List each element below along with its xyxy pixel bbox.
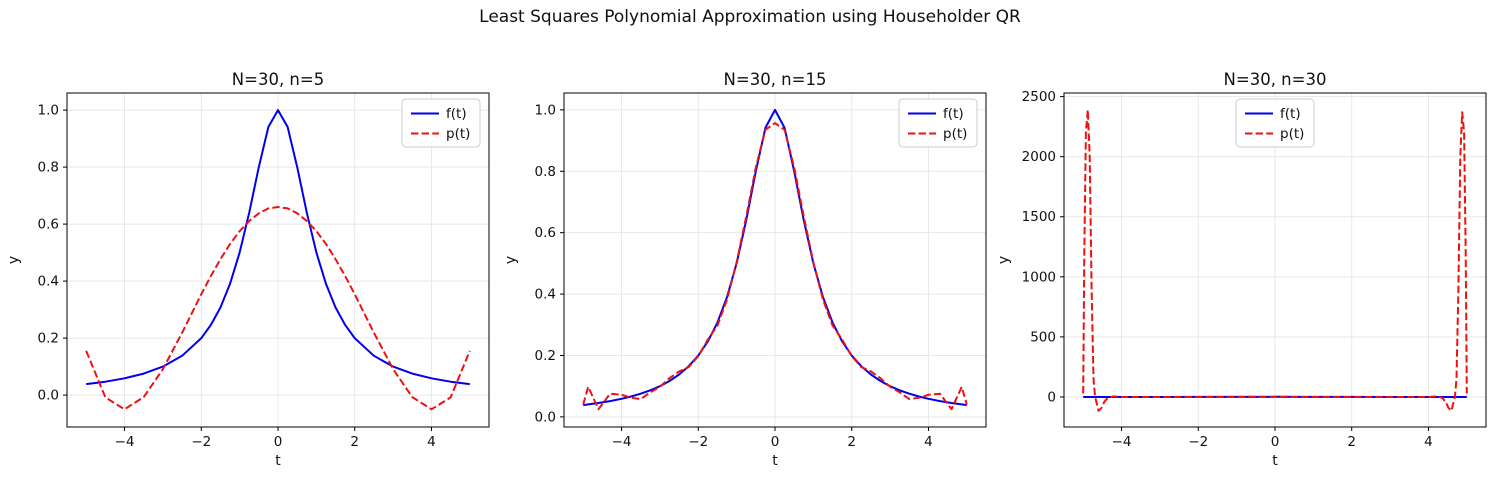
x-axis-label: t (772, 453, 778, 469)
x-tick-label: −2 (191, 434, 211, 450)
legend-label: p(t) (1280, 126, 1304, 142)
x-axis-label: t (1272, 453, 1278, 469)
x-tick-label: 2 (847, 434, 856, 450)
subplot-title: N=30, n=15 (724, 70, 827, 89)
legend-label: f(t) (446, 106, 467, 122)
x-tick-label: −4 (115, 434, 135, 450)
gridlines (1064, 93, 1486, 427)
legend-label: p(t) (446, 126, 470, 142)
p-line (85, 206, 471, 411)
x-tick-label: −2 (688, 434, 708, 450)
y-tick-label: 0.0 (535, 409, 556, 425)
x-tick-label: 4 (924, 434, 933, 450)
legend: f(t) p(t) (1235, 98, 1315, 148)
y-axis-label: y (996, 256, 1012, 264)
gridlines (564, 93, 986, 427)
y-tick-label: 0.6 (38, 217, 59, 233)
figure-suptitle: Least Squares Polynomial Approximation u… (479, 7, 1021, 27)
subplot-2: −4 −2 0 2 4 0.0 0.2 0.4 0.6 0.8 1.0 N=30, n=15 t y f(t… (503, 70, 987, 469)
f-line (583, 108, 967, 407)
x-tick-label: −4 (1112, 434, 1132, 450)
x-axis: −4 −2 0 2 4 (1112, 427, 1433, 450)
legend: f(t) p(t) (401, 98, 481, 148)
x-tick-label: −4 (612, 434, 632, 450)
legend-label: f(t) (1280, 106, 1301, 122)
legend: f(t) p(t) (898, 98, 978, 148)
y-tick-label: 0.4 (38, 274, 59, 290)
legend-label: p(t) (943, 126, 967, 142)
y-tick-label: 500 (1030, 329, 1056, 345)
y-tick-label: 0.8 (38, 160, 59, 176)
y-axis-label: y (6, 256, 22, 264)
x-axis-label: t (275, 453, 281, 469)
y-tick-label: 2000 (1022, 149, 1056, 165)
y-axis: 0.0 0.2 0.4 0.6 0.8 1.0 (535, 102, 564, 425)
y-axis: 0 500 1000 1500 2000 2500 (1022, 89, 1064, 405)
y-tick-label: 0.6 (535, 225, 556, 241)
x-tick-label: 0 (1271, 434, 1280, 450)
x-axis: −4 −2 0 2 4 (612, 427, 933, 450)
legend-label: f(t) (943, 106, 964, 122)
y-tick-label: 0.2 (38, 331, 59, 347)
y-tick-label: 0.2 (535, 348, 556, 364)
p-line (582, 122, 968, 411)
x-tick-label: 0 (771, 434, 780, 450)
y-axis-label: y (503, 256, 519, 264)
p-line (1082, 108, 1468, 412)
y-tick-label: 0.8 (535, 164, 556, 180)
f-line (86, 109, 470, 386)
y-tick-label: 0.4 (535, 287, 556, 303)
y-tick-label: 0.0 (38, 388, 59, 404)
subplot-1: −4 −2 0 2 4 0.0 0.2 0.4 0.6 0.8 1.0 N=30, n=5 t y f(t)… (6, 70, 490, 469)
y-tick-label: 1.0 (535, 102, 556, 118)
y-tick-label: 1000 (1022, 269, 1056, 285)
y-tick-label: 1.0 (38, 103, 59, 119)
y-axis: 0.0 0.2 0.4 0.6 0.8 1.0 (38, 103, 67, 404)
x-tick-label: −2 (1188, 434, 1208, 450)
x-tick-label: 4 (1424, 434, 1433, 450)
x-tick-label: 0 (274, 434, 283, 450)
subplot-title: N=30, n=30 (1224, 70, 1327, 89)
subplot-3: −4 −2 0 2 4 0 500 1000 1500 2000 2500 N=30, n=30 t y f… (996, 70, 1487, 469)
y-tick-label: 1500 (1022, 209, 1056, 225)
x-tick-label: 4 (427, 434, 436, 450)
y-tick-label: 2500 (1022, 89, 1056, 105)
x-axis: −4 −2 0 2 4 (115, 427, 436, 450)
y-tick-label: 0 (1047, 389, 1056, 405)
x-tick-label: 2 (1347, 434, 1356, 450)
subplot-title: N=30, n=5 (232, 70, 324, 89)
x-tick-label: 2 (350, 434, 359, 450)
